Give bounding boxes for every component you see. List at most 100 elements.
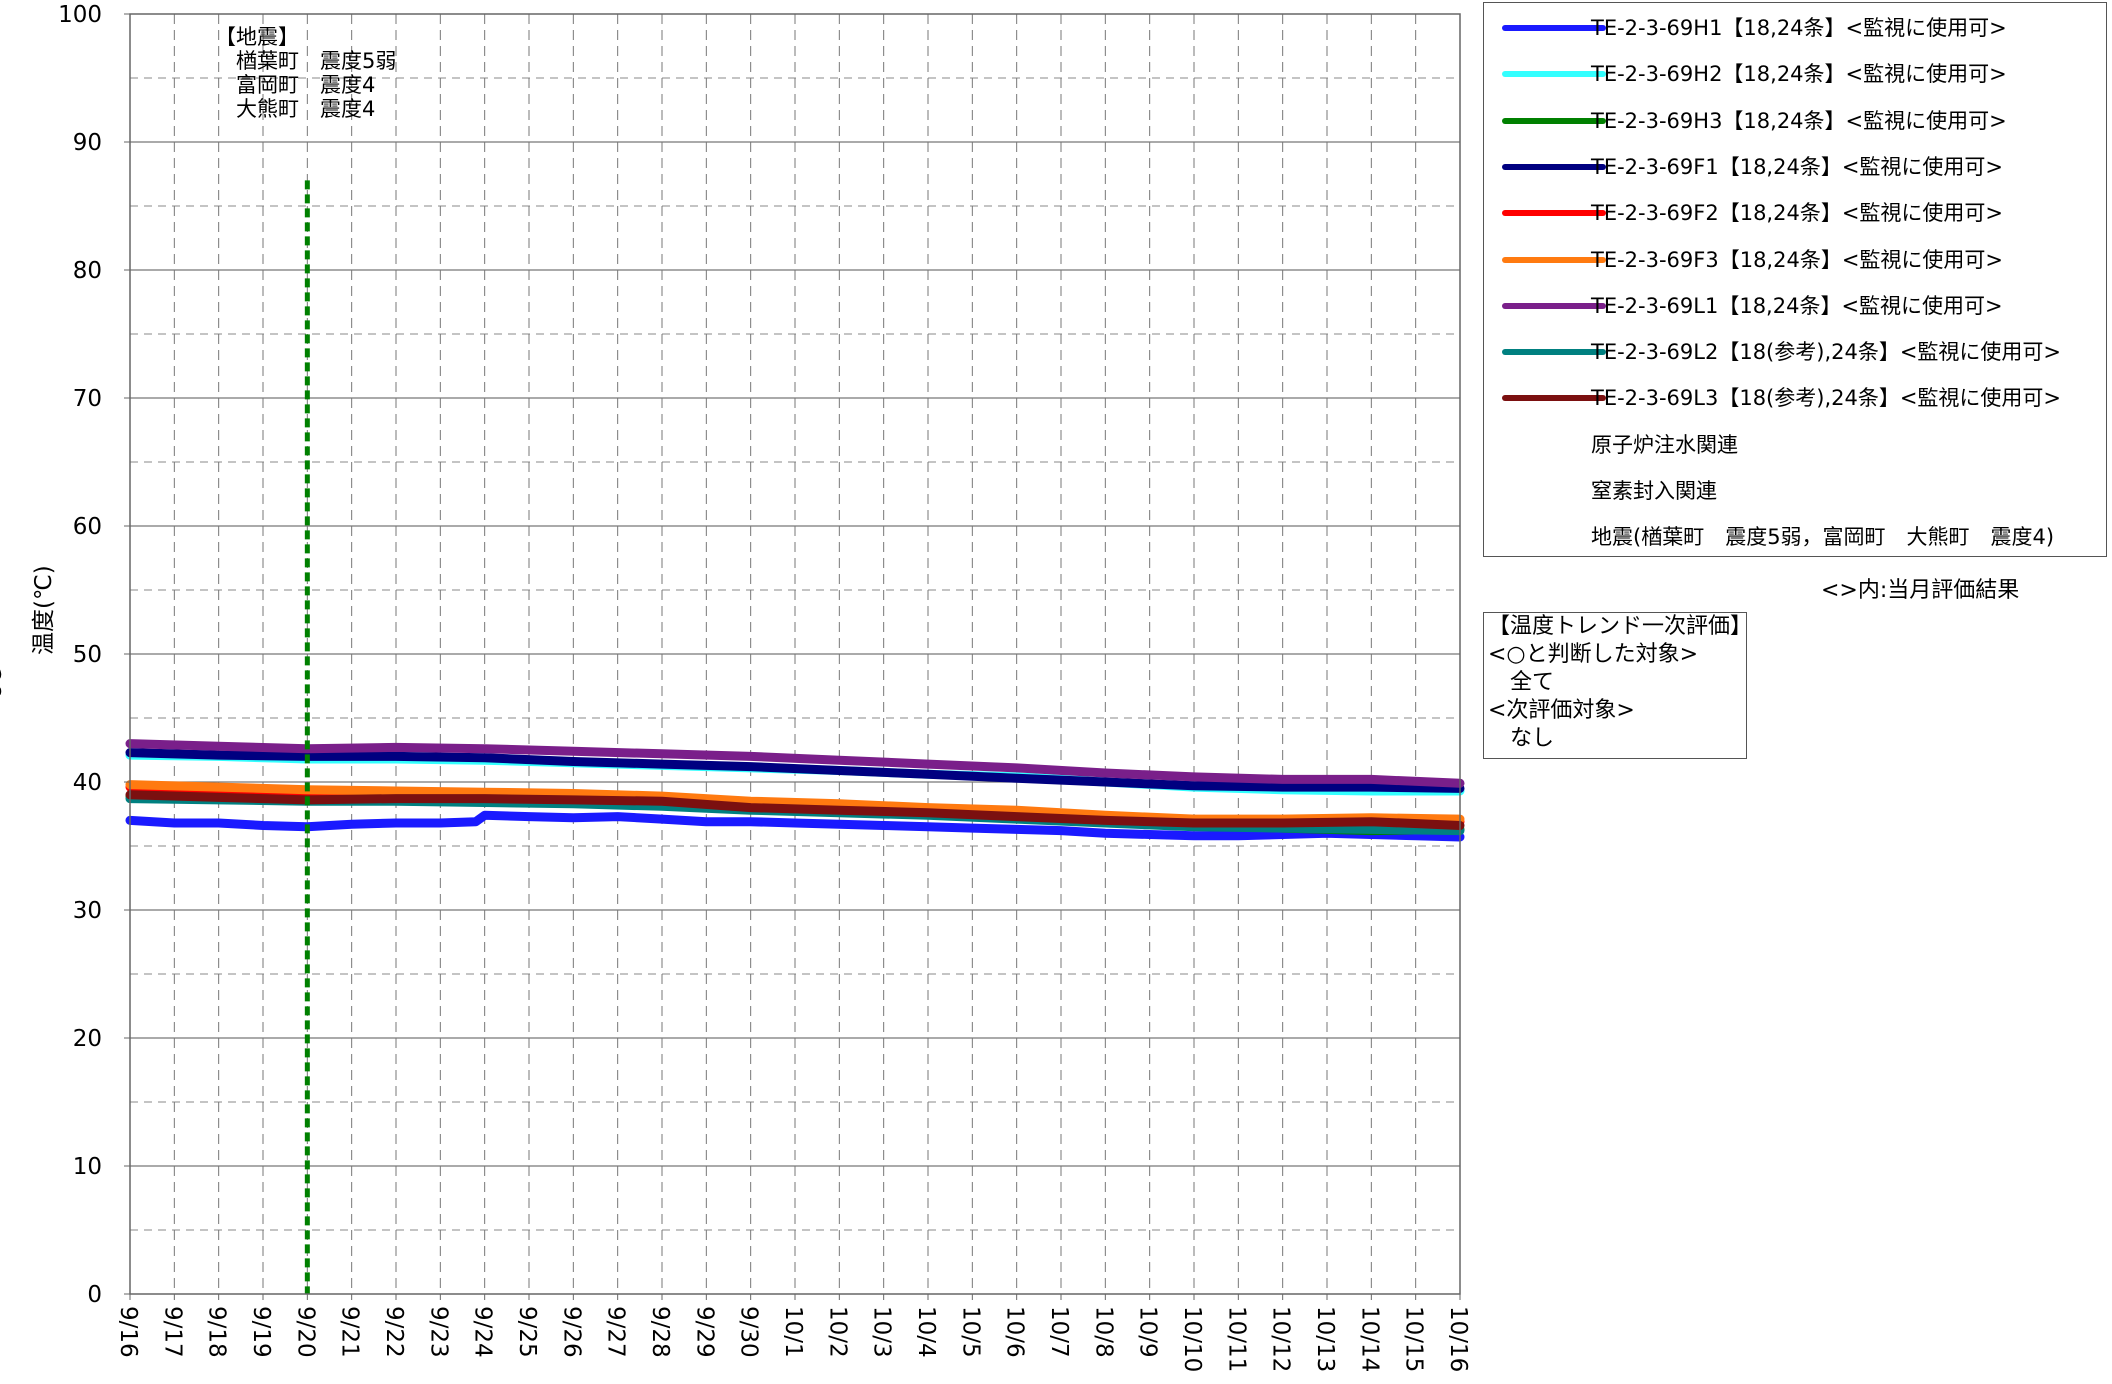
legend-label: TE-2-3-69L1【18,24条】<監視に使用可> xyxy=(1591,293,2003,318)
annotation-line: 大熊町 震度4 xyxy=(215,97,376,121)
x-tick-label: 10/10 xyxy=(1179,1306,1205,1372)
legend-swatch xyxy=(1502,256,1606,263)
x-tick-label: 10/4 xyxy=(913,1306,939,1358)
legend-swatch xyxy=(1504,442,1588,447)
x-tick-label: 9/30 xyxy=(736,1306,762,1358)
grid xyxy=(130,14,1460,1294)
annotation-line: 【地震】 xyxy=(215,25,299,49)
y-tick-label: 0 xyxy=(87,1282,102,1308)
legend-label: 窒素封入関連 xyxy=(1591,479,1717,503)
legend-swatch xyxy=(1502,302,1606,309)
x-tick-label: 10/8 xyxy=(1090,1306,1116,1358)
legend-item: TE-2-3-69F3【18,24条】<監視に使用可> xyxy=(1484,236,2106,282)
y-tick-label: 80 xyxy=(73,258,102,284)
x-tick-label: 10/6 xyxy=(1002,1306,1028,1358)
y-tick-label: 100 xyxy=(58,2,102,28)
series-line-4 xyxy=(125,748,1465,793)
x-tick-label: 9/25 xyxy=(514,1306,540,1358)
legend-label: TE-2-3-69L3【18(参考),24条】<監視に使用可> xyxy=(1591,386,2062,411)
legend-swatch xyxy=(1502,210,1606,217)
legend-swatch xyxy=(1502,71,1606,78)
x-tick-label: 10/5 xyxy=(957,1306,983,1358)
series-line-7 xyxy=(125,739,1465,788)
annotation-line: 楢葉町 震度5弱 xyxy=(215,49,397,73)
legend-item: TE-2-3-69H2【18,24条】<監視に使用可> xyxy=(1484,50,2106,96)
x-tick-label: 10/11 xyxy=(1223,1306,1249,1372)
x-tick-label: 9/20 xyxy=(292,1306,318,1358)
y-tick-label: 60 xyxy=(73,514,102,540)
y-tick-label: 10 xyxy=(73,1154,102,1180)
series-line-1 xyxy=(125,810,1465,842)
legend-swatch xyxy=(1504,488,1588,493)
legend-item: 窒素封入関連 xyxy=(1484,467,2106,513)
legend-note: <>内:当月評価結果 xyxy=(1821,578,2020,603)
evaluation-line: <○と判断した対象> xyxy=(1488,642,1699,667)
y-tick-label: 90 xyxy=(73,130,102,156)
legend-swatch xyxy=(1502,117,1606,124)
legend-item: TE-2-3-69L3【18(参考),24条】<監視に使用可> xyxy=(1484,374,2106,420)
x-tick-label: 10/9 xyxy=(1135,1306,1161,1358)
legend-label: TE-2-3-69F3【18,24条】<監視に使用可> xyxy=(1591,247,2004,272)
series-lines xyxy=(125,739,1465,842)
x-tick-label: 10/12 xyxy=(1268,1306,1294,1372)
legend-item: TE-2-3-69F1【18,24条】<監視に使用可> xyxy=(1484,143,2106,189)
legend-swatch xyxy=(1502,349,1606,356)
x-tick-label: 10/2 xyxy=(824,1306,850,1358)
legend-swatch xyxy=(1504,534,1588,539)
x-tick-label: 9/17 xyxy=(159,1306,185,1358)
legend: TE-2-3-69H1【18,24条】<監視に使用可> TE-2-3-69H2【1… xyxy=(1483,2,2107,557)
y-tick-label: 40 xyxy=(73,770,102,796)
legend-swatch xyxy=(1502,163,1606,170)
evaluation-line: 【温度トレンド一次評価】 xyxy=(1488,614,1753,639)
x-tick-label: 9/21 xyxy=(337,1306,363,1358)
legend-label: TE-2-3-69F1【18,24条】<監視に使用可> xyxy=(1591,154,2004,179)
x-tick-label: 10/1 xyxy=(780,1306,806,1358)
evaluation-box: 【温度トレンド一次評価】 <○と判断した対象> 全て <次評価対象> なし xyxy=(1483,612,1753,759)
annotation-line: 富岡町 震度4 xyxy=(215,73,376,97)
legend-label: TE-2-3-69H1【18,24条】<監視に使用可> xyxy=(1591,16,2007,40)
legend-label: TE-2-3-69H3【18,24条】<監視に使用可> xyxy=(1591,108,2007,133)
legend-label: 原子炉注水関連 xyxy=(1591,432,1738,457)
x-tick-label: 10/3 xyxy=(869,1306,895,1358)
y-tick-label: 50 xyxy=(73,642,102,668)
legend-item: 地震(楢葉町 震度5弱，富岡町 大熊町 震度4) xyxy=(1484,513,2106,559)
x-tick-label: 9/24 xyxy=(470,1306,496,1358)
legend-swatch xyxy=(1502,25,1606,31)
x-tick-label: 10/15 xyxy=(1401,1306,1427,1372)
y-axis-label: 温度(℃) xyxy=(31,565,57,655)
legend-label: TE-2-3-69L2【18(参考),24条】<監視に使用可> xyxy=(1591,340,2062,365)
y-tick-label: 70 xyxy=(73,386,102,412)
x-tick-label: 9/27 xyxy=(603,1306,629,1358)
evaluation-line: 全て xyxy=(1488,670,1555,695)
x-tick-label: 10/7 xyxy=(1046,1306,1072,1358)
series-line-9 xyxy=(125,790,1465,830)
axes: 0 10 20 30 40 50 60 70 80 90 100 9/16 9/17 9/18 9/19 9/… xyxy=(58,2,1471,1372)
legend-item: 原子炉注水関連 xyxy=(1484,421,2106,467)
x-tick-label: 10/14 xyxy=(1356,1306,1382,1372)
legend-item: TE-2-3-69H1【18,24条】<監視に使用可> xyxy=(1484,4,2106,50)
x-tick-label: 9/19 xyxy=(248,1306,274,1358)
x-tick-label: 9/18 xyxy=(204,1306,230,1358)
legend-label: TE-2-3-69F2【18,24条】<監視に使用可> xyxy=(1591,201,2004,226)
x-tick-label: 9/22 xyxy=(381,1306,407,1358)
evaluation-line: <次評価対象> xyxy=(1488,698,1635,723)
legend-item: TE-2-3-69H3【18,24条】<監視に使用可> xyxy=(1484,97,2106,143)
y-axis-label-extra: 26 xyxy=(0,668,4,698)
y-tick-label: 30 xyxy=(73,898,102,924)
legend-item: TE-2-3-69F2【18,24条】<監視に使用可> xyxy=(1484,189,2106,235)
evaluation-line: なし xyxy=(1488,726,1555,751)
x-tick-label: 9/28 xyxy=(647,1306,673,1358)
legend-swatch xyxy=(1502,395,1606,402)
x-tick-label: 10/16 xyxy=(1445,1306,1471,1372)
x-tick-label: 9/26 xyxy=(558,1306,584,1358)
legend-item: TE-2-3-69L1【18,24条】<監視に使用可> xyxy=(1484,282,2106,328)
x-tick-label: 9/23 xyxy=(425,1306,451,1358)
legend-item: TE-2-3-69L2【18(参考),24条】<監視に使用可> xyxy=(1484,328,2106,374)
x-tick-label: 9/29 xyxy=(691,1306,717,1358)
legend-label: TE-2-3-69H2【18,24条】<監視に使用可> xyxy=(1591,62,2007,87)
y-tick-label: 20 xyxy=(73,1026,102,1052)
x-tick-label: 9/16 xyxy=(115,1306,141,1358)
x-tick-label: 10/13 xyxy=(1312,1306,1338,1372)
legend-label: 地震(楢葉町 震度5弱，富岡町 大熊町 震度4) xyxy=(1591,525,2055,550)
